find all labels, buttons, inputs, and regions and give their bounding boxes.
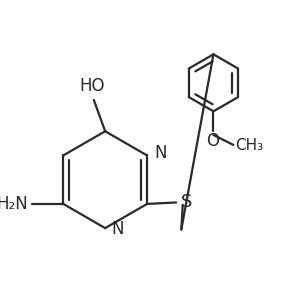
Text: HO: HO [80,77,105,95]
Text: O: O [206,132,219,150]
Text: N: N [111,220,124,238]
Text: CH₃: CH₃ [235,138,263,153]
Text: H₂N: H₂N [0,195,28,213]
Text: N: N [154,144,167,162]
Text: S: S [181,193,192,211]
